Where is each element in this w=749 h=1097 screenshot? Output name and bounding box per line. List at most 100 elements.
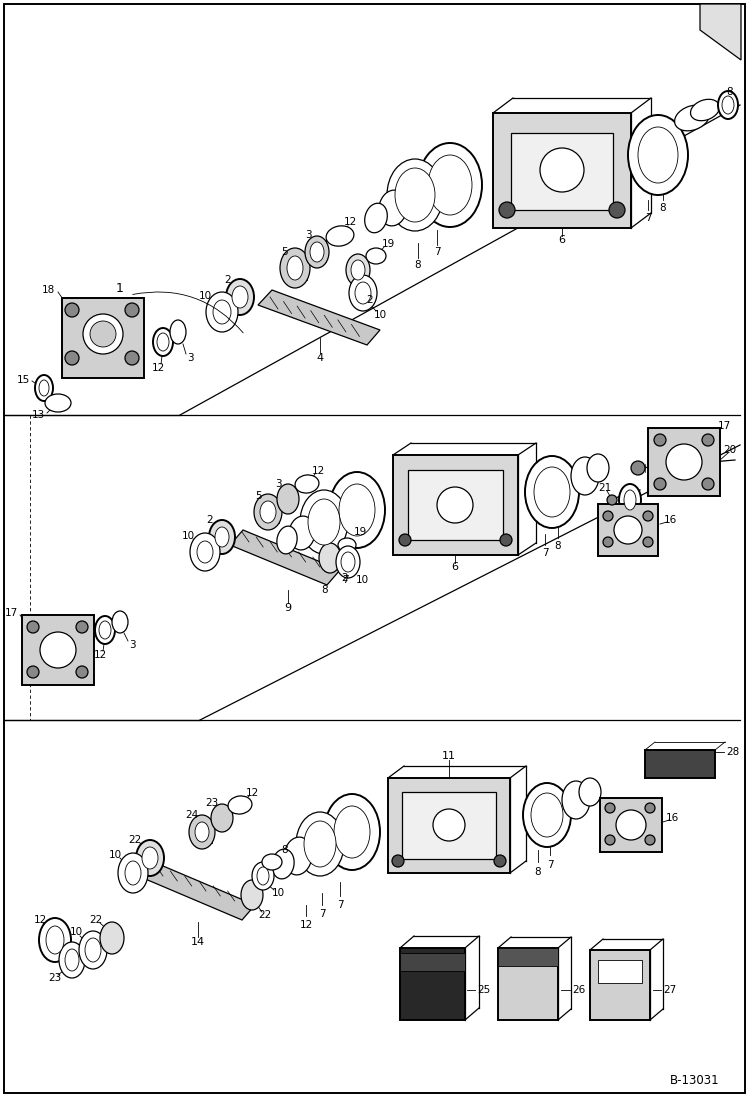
Bar [498,948,558,1020]
Text: 8: 8 [282,845,288,855]
Ellipse shape [675,105,709,131]
Ellipse shape [232,286,248,308]
Ellipse shape [338,538,356,552]
Circle shape [607,495,617,505]
Ellipse shape [206,292,238,332]
Bar [257,500,279,523]
Text: 6: 6 [452,562,458,572]
Bar [511,133,613,210]
Ellipse shape [209,520,235,554]
Bar [498,948,558,966]
Ellipse shape [35,375,53,402]
Circle shape [392,855,404,867]
Text: 5: 5 [255,491,261,501]
Text: 1: 1 [116,282,124,294]
Text: 19: 19 [354,527,366,538]
Ellipse shape [525,456,579,528]
Text: 10: 10 [374,310,386,320]
Ellipse shape [39,380,49,396]
Ellipse shape [289,516,315,550]
Ellipse shape [628,115,688,195]
Text: 12: 12 [300,920,312,930]
Ellipse shape [638,127,678,183]
Ellipse shape [304,821,336,867]
Ellipse shape [305,236,329,268]
Ellipse shape [241,880,263,911]
Circle shape [27,666,39,678]
Bar [598,960,642,983]
Ellipse shape [79,931,107,969]
Ellipse shape [534,467,570,517]
Bar [192,819,212,842]
Text: 12: 12 [94,651,106,660]
Ellipse shape [142,847,158,869]
Circle shape [540,148,584,192]
Text: 28: 28 [726,747,739,757]
Circle shape [654,478,666,490]
Bar [393,455,518,555]
Text: 2: 2 [367,295,373,305]
Circle shape [76,666,88,678]
Ellipse shape [287,256,303,280]
Text: 7: 7 [434,247,440,257]
Ellipse shape [300,490,348,554]
Circle shape [399,534,411,546]
Ellipse shape [395,168,435,222]
Circle shape [614,516,642,544]
Text: 10: 10 [181,531,195,541]
Bar [408,470,503,540]
Ellipse shape [153,328,173,357]
Ellipse shape [718,91,738,118]
Text: 22: 22 [89,915,103,925]
Text: 3: 3 [129,640,136,651]
Text: 8: 8 [415,260,421,270]
Text: 8: 8 [555,541,561,551]
Ellipse shape [136,840,164,877]
Text: 2: 2 [342,573,348,583]
Text: 24: 24 [185,810,198,819]
Text: 3: 3 [187,353,193,363]
Circle shape [437,487,473,523]
Text: 2: 2 [207,514,213,525]
Ellipse shape [197,541,213,563]
Ellipse shape [213,299,231,324]
Circle shape [125,351,139,365]
Text: 2: 2 [225,275,231,285]
Ellipse shape [346,255,370,286]
Circle shape [603,511,613,521]
Ellipse shape [228,796,252,814]
Text: 7: 7 [342,575,348,585]
Text: 7: 7 [337,900,343,911]
Ellipse shape [45,394,71,412]
Text: 13: 13 [31,410,45,420]
Text: 21: 21 [598,483,612,493]
Ellipse shape [272,849,294,879]
Ellipse shape [260,501,276,523]
Circle shape [603,538,613,547]
Ellipse shape [531,793,563,837]
Text: 18: 18 [42,285,55,295]
Ellipse shape [295,475,319,493]
Bar [22,615,94,685]
Ellipse shape [65,949,79,971]
Text: 27: 27 [663,985,676,995]
Ellipse shape [310,242,324,262]
Text: 23: 23 [205,798,219,808]
Circle shape [27,621,39,633]
Ellipse shape [579,778,601,806]
Circle shape [645,835,655,845]
Ellipse shape [587,454,609,482]
Ellipse shape [334,806,370,858]
Ellipse shape [624,490,636,510]
Ellipse shape [341,552,355,572]
Ellipse shape [46,926,64,954]
Circle shape [499,202,515,218]
Bar [648,428,720,496]
Ellipse shape [170,320,186,344]
Text: 17: 17 [718,421,731,431]
Text: 17: 17 [4,608,18,618]
Ellipse shape [379,190,407,226]
Ellipse shape [355,282,371,304]
Text: 8: 8 [321,585,328,595]
Ellipse shape [619,484,641,516]
